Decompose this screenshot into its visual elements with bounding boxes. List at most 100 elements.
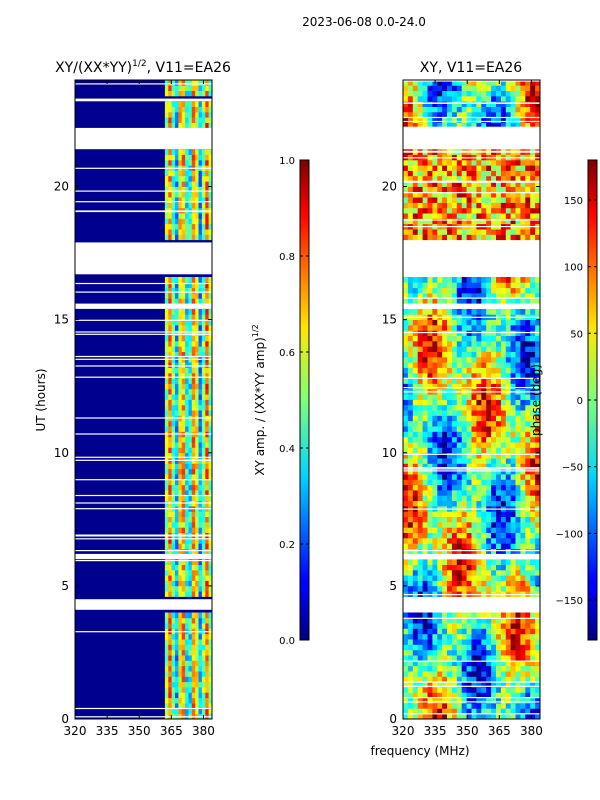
phase-cell <box>491 111 497 118</box>
phase-cell <box>447 495 453 502</box>
phase-cell <box>407 117 414 123</box>
phase-cell <box>442 559 448 565</box>
phase-cell <box>466 362 472 368</box>
amplitude-cell <box>198 223 203 230</box>
phase-cell <box>437 340 443 347</box>
phase-cell <box>442 378 448 384</box>
phase-cell <box>476 186 482 193</box>
phase-cell <box>491 420 497 427</box>
amplitude-cell <box>175 111 179 118</box>
phase-cell <box>505 463 512 470</box>
phase-cell <box>500 111 507 118</box>
amplitude-cell <box>198 367 203 374</box>
phase-cell <box>417 181 423 187</box>
phase-cell <box>500 431 507 438</box>
phase-cell <box>525 404 531 411</box>
amplitude-cell <box>164 293 169 299</box>
amplitude-cell <box>201 367 206 374</box>
phase-cell <box>407 479 414 486</box>
amplitude-cell <box>201 351 206 358</box>
amplitude-cell <box>198 623 203 629</box>
phase-cell <box>520 522 526 528</box>
phase-cell <box>481 383 487 390</box>
phase-cell <box>535 335 540 342</box>
phase-cell <box>461 575 467 581</box>
phase-cell <box>461 532 467 539</box>
amplitude-cell <box>171 309 176 315</box>
amplitude-cell <box>164 580 169 587</box>
amplitude-cell <box>171 442 176 448</box>
phase-cell <box>505 655 512 661</box>
phase-cell <box>486 346 492 352</box>
amplitude-cell <box>195 676 199 683</box>
phase-cell <box>481 399 487 406</box>
amplitude-cell <box>178 191 183 198</box>
phase-cell <box>427 671 433 677</box>
amplitude-cell <box>175 149 179 155</box>
phase-cell <box>500 346 507 352</box>
phase-cell <box>466 117 472 123</box>
phase-cell <box>510 463 516 470</box>
amplitude-cell <box>198 106 203 113</box>
amplitude-cell <box>198 591 203 597</box>
phase-flagged-line <box>403 470 540 472</box>
amplitude-cell <box>185 543 189 549</box>
amplitude-cell <box>185 197 189 203</box>
amplitude-cell <box>188 681 193 688</box>
amplitude-cell <box>175 559 179 565</box>
phase-cell <box>496 548 502 555</box>
amplitude-cell <box>198 575 203 581</box>
amplitude-cell <box>185 159 189 166</box>
phase-cell <box>505 575 512 581</box>
phase-cell <box>417 122 423 129</box>
phase-cell <box>461 394 467 400</box>
amplitude-cell <box>201 282 206 289</box>
phase-flagged-line <box>403 468 540 470</box>
phase-cell <box>427 325 433 331</box>
phase-cell <box>471 617 477 624</box>
phase-cell <box>427 410 433 416</box>
phase-cell <box>466 575 472 581</box>
phase-cell <box>520 713 526 719</box>
amplitude-cell <box>205 314 210 320</box>
phase-cell <box>481 713 487 719</box>
amplitude-cell <box>205 458 210 464</box>
phase-cell <box>447 660 453 667</box>
amplitude-cell <box>181 452 186 459</box>
phase-cell <box>520 527 526 533</box>
amplitude-cell <box>178 111 183 118</box>
phase-cell <box>500 564 507 571</box>
amplitude-cell <box>168 346 173 352</box>
amplitude-cell <box>191 617 196 624</box>
phase-cell <box>530 543 536 549</box>
amplitude-cell <box>201 277 206 283</box>
amplitude-cell <box>181 367 186 374</box>
amplitude-cell <box>201 202 206 209</box>
phase-cell <box>505 628 512 635</box>
phase-cell <box>403 644 409 651</box>
phase-cell <box>476 85 482 91</box>
phase-cell <box>481 559 487 565</box>
amplitude-cell <box>201 639 206 645</box>
phase-cell <box>451 372 458 379</box>
amplitude-cell <box>201 447 206 454</box>
phase-cell <box>505 660 512 667</box>
amplitude-cell <box>201 420 206 427</box>
phase-cell <box>412 197 419 203</box>
amplitude-cell <box>185 325 189 331</box>
amplitude-cell <box>198 298 203 304</box>
phase-cell <box>412 708 419 715</box>
phase-cell <box>442 548 448 555</box>
amplitude-cell <box>175 394 179 400</box>
amplitude-cell <box>208 340 212 347</box>
phase-cell <box>510 442 516 448</box>
phase-cell <box>510 548 516 555</box>
amplitude-cell <box>181 218 186 225</box>
phase-cell <box>403 122 409 129</box>
phase-cell <box>442 703 448 709</box>
amplitude-cell <box>175 490 179 496</box>
phase-cell <box>500 325 507 331</box>
phase-cell <box>530 575 536 581</box>
phase-cell <box>500 197 507 203</box>
phase-cell <box>515 404 521 411</box>
